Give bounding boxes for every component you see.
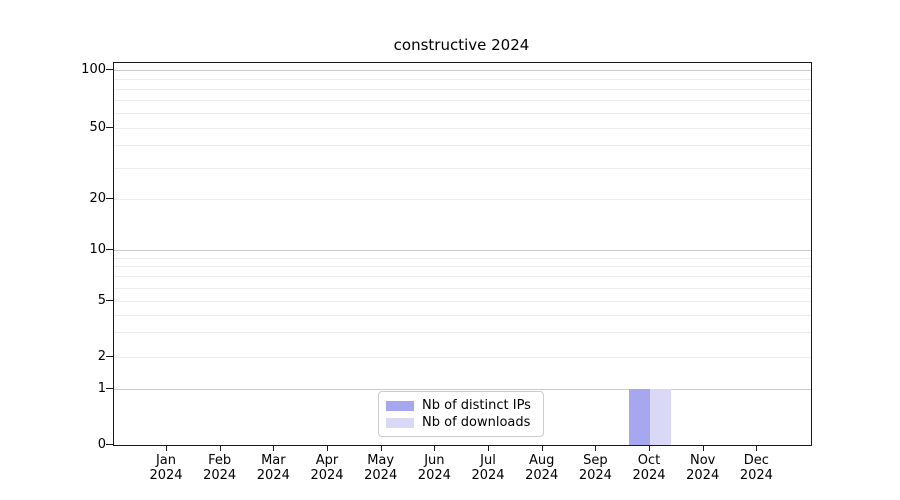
gridline-minor	[114, 332, 811, 334]
x-tick-year: 2024	[632, 468, 666, 483]
x-tick-year: 2024	[310, 468, 344, 483]
y-axis-tick-label: 1	[97, 381, 106, 396]
y-axis-tick-label: 100	[81, 62, 106, 77]
x-tick-month: May	[367, 453, 395, 468]
y-tick-mark	[106, 388, 113, 389]
y-axis-tick-label: 50	[89, 120, 106, 135]
x-tick-month: Mar	[261, 453, 286, 468]
bar-nb-of-distinct-ips	[629, 389, 651, 445]
gridline-minor	[114, 266, 811, 268]
legend-swatch-distinct-ips	[386, 400, 414, 411]
x-tick-mark	[273, 445, 275, 451]
gridline-major	[114, 389, 811, 390]
legend-item-downloads: Nb of downloads	[386, 414, 536, 431]
y-tick-mark	[106, 300, 113, 301]
x-tick-mark	[756, 445, 758, 451]
y-axis-tick-label: 0	[97, 437, 106, 452]
x-axis-tick-label: Apr 2024	[299, 453, 355, 483]
x-tick-month: Jun	[424, 453, 445, 468]
x-tick-month: Oct	[637, 453, 661, 468]
x-tick-year: 2024	[417, 468, 451, 483]
plot-area	[113, 62, 812, 446]
x-tick-mark	[702, 445, 704, 451]
gridline-major	[114, 250, 811, 251]
legend-label-distinct-ips: Nb of distinct IPs	[422, 398, 531, 413]
x-tick-year: 2024	[471, 468, 505, 483]
x-axis-tick-label: Jul 2024	[460, 453, 516, 483]
x-axis-tick-label: Mar 2024	[245, 453, 301, 483]
y-tick-mark	[106, 69, 113, 70]
x-tick-mark	[219, 445, 221, 451]
x-tick-month: Feb	[208, 453, 232, 468]
x-tick-month: Dec	[743, 453, 769, 468]
gridline-minor	[114, 78, 811, 80]
legend-label-downloads: Nb of downloads	[422, 415, 531, 430]
gridline-minor	[114, 314, 811, 316]
x-tick-mark	[541, 445, 543, 451]
y-tick-mark	[106, 249, 113, 250]
legend-item-distinct-ips: Nb of distinct IPs	[386, 397, 536, 414]
x-tick-year: 2024	[525, 468, 559, 483]
x-tick-month: Jan	[155, 453, 177, 468]
y-tick-mark	[106, 356, 113, 357]
legend-swatch-downloads	[386, 417, 414, 428]
gridline-minor	[114, 276, 811, 278]
x-axis-tick-label: Jun 2024	[406, 453, 462, 483]
x-axis-tick-label: Jan 2024	[138, 453, 194, 483]
gridline-minor	[114, 167, 811, 169]
x-tick-year: 2024	[256, 468, 290, 483]
y-axis-tick-label: 20	[89, 191, 106, 206]
x-tick-mark	[488, 445, 490, 451]
x-axis-tick-label: Aug 2024	[514, 453, 570, 483]
y-axis-tick-label: 10	[89, 242, 106, 257]
gridline-minor	[114, 128, 811, 129]
legend: Nb of distinct IPs Nb of downloads	[378, 391, 544, 437]
y-axis-tick-label: 5	[97, 293, 106, 308]
x-tick-year: 2024	[686, 468, 720, 483]
chart-title: constructive 2024	[393, 36, 530, 54]
x-tick-mark	[434, 445, 436, 451]
x-tick-mark	[649, 445, 651, 451]
x-tick-mark	[327, 445, 328, 451]
x-axis-tick-label: Dec 2024	[728, 453, 784, 483]
y-tick-mark	[106, 127, 113, 128]
x-tick-mark	[595, 445, 597, 451]
x-tick-month: Jul	[480, 453, 496, 468]
x-tick-month: Aug	[528, 453, 555, 468]
x-tick-mark	[380, 445, 382, 451]
gridline-minor	[114, 199, 811, 200]
gridline-minor	[114, 301, 811, 302]
x-tick-month: Apr	[315, 453, 339, 468]
y-tick-mark	[106, 444, 113, 445]
gridline-minor	[114, 112, 811, 114]
x-tick-year: 2024	[578, 468, 612, 483]
x-axis-tick-label: May 2024	[353, 453, 409, 483]
y-axis-tick-label: 2	[97, 349, 106, 364]
gridline-minor	[114, 287, 811, 289]
gridline-minor	[114, 145, 811, 147]
x-tick-year: 2024	[364, 468, 398, 483]
gridline-major	[114, 70, 811, 71]
x-tick-year: 2024	[739, 468, 773, 483]
x-tick-month: Sep	[583, 453, 608, 468]
gridline-minor	[114, 357, 811, 358]
bar-nb-of-downloads	[650, 389, 672, 445]
y-tick-mark	[106, 198, 113, 199]
gridline-minor	[114, 257, 811, 259]
x-axis-tick-label: Oct 2024	[621, 453, 677, 483]
gridline-minor	[114, 99, 811, 101]
x-tick-month: Nov	[690, 453, 716, 468]
gridline-minor	[114, 88, 811, 90]
x-tick-mark	[166, 445, 167, 451]
x-axis-tick-label: Nov 2024	[675, 453, 731, 483]
x-axis-tick-label: Sep 2024	[567, 453, 623, 483]
x-tick-year: 2024	[149, 468, 183, 483]
x-tick-year: 2024	[203, 468, 237, 483]
x-axis-tick-label: Feb 2024	[192, 453, 248, 483]
